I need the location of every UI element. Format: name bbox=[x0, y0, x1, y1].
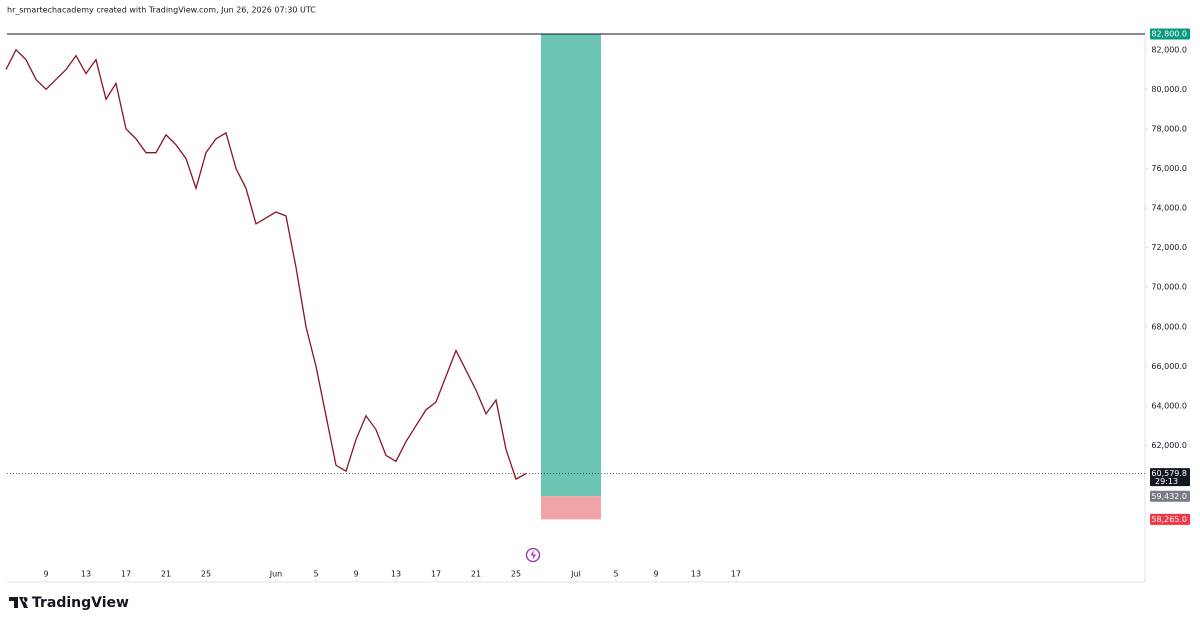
price-line bbox=[5, 48, 527, 481]
price-tag bbox=[1150, 468, 1190, 487]
brand-logo bbox=[9, 597, 28, 608]
price-tag-label: 58,265.0 bbox=[1151, 515, 1187, 524]
y-tick-label: 76,000.0 bbox=[1151, 164, 1187, 173]
price-tag-label: 60,579.8 bbox=[1151, 469, 1187, 478]
y-tick-label: 72,000.0 bbox=[1151, 243, 1187, 252]
x-tick-label: 5 bbox=[613, 570, 618, 579]
x-tick-label: 13 bbox=[391, 570, 401, 579]
y-tick-label: 62,000.0 bbox=[1151, 441, 1187, 450]
price-tag bbox=[1150, 28, 1190, 40]
x-tick-label: Jul bbox=[570, 570, 581, 579]
x-tick-label: 13 bbox=[691, 570, 701, 579]
price-tag-label: 82,800.0 bbox=[1151, 29, 1187, 38]
x-tick-label: 9 bbox=[353, 570, 358, 579]
x-tick-label: 25 bbox=[511, 570, 521, 579]
y-tick-label: 82,000.0 bbox=[1151, 45, 1187, 54]
x-tick-label: 9 bbox=[653, 570, 658, 579]
header: hr_smartechacademy created with TradingV… bbox=[7, 6, 316, 15]
x-tick-label: 17 bbox=[731, 570, 741, 579]
x-tick-label: 21 bbox=[471, 570, 481, 579]
x-tick-label: Jun bbox=[269, 570, 283, 579]
y-tick-label: 66,000.0 bbox=[1151, 362, 1187, 371]
price-tag bbox=[1150, 490, 1190, 502]
price-countdown: 29:13 bbox=[1155, 477, 1178, 486]
y-tick-label: 70,000.0 bbox=[1151, 283, 1187, 292]
x-tick-label: 17 bbox=[431, 570, 441, 579]
y-tick-label: 64,000.0 bbox=[1151, 401, 1187, 410]
x-tick-label: 13 bbox=[81, 570, 91, 579]
y-tick-label: 74,000.0 bbox=[1151, 204, 1187, 213]
price-tag bbox=[1150, 513, 1190, 525]
replay-icon bbox=[525, 547, 541, 563]
y-tick-label: 78,000.0 bbox=[1151, 124, 1187, 133]
profit-zone bbox=[541, 33, 601, 497]
x-tick-label: 25 bbox=[201, 570, 211, 579]
x-tick-label: 9 bbox=[43, 570, 48, 579]
x-tick-label: 17 bbox=[121, 570, 131, 579]
loss-zone bbox=[541, 496, 601, 520]
y-tick-label: 80,000.0 bbox=[1151, 85, 1187, 94]
x-tick-label: 5 bbox=[313, 570, 318, 579]
x-tick-label: 21 bbox=[161, 570, 171, 579]
y-tick-label: 68,000.0 bbox=[1151, 322, 1187, 331]
brand-name: TradingView bbox=[32, 595, 129, 611]
price-tag-label: 59,432.0 bbox=[1151, 492, 1187, 501]
